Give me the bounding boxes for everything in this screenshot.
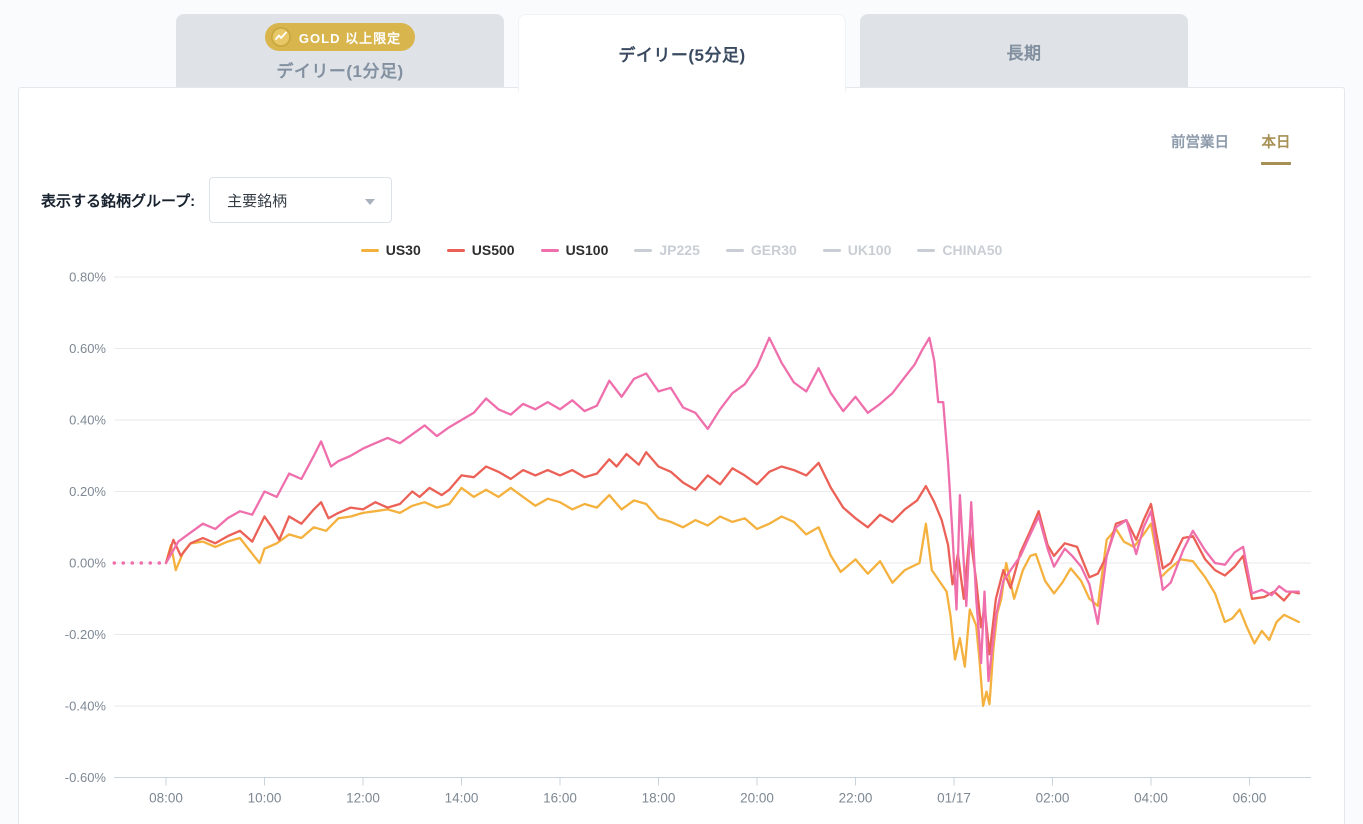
legend-item-uk100[interactable]: UK100 bbox=[822, 242, 892, 258]
badge-label: GOLD 以上限定 bbox=[298, 30, 402, 46]
period-option-label: 前営業日 bbox=[1171, 135, 1229, 151]
x-axis-tick-label: 10:00 bbox=[248, 791, 282, 806]
tab-daily-1min[interactable]: GOLD 以上限定 デイリー(1分足) bbox=[176, 14, 504, 88]
x-axis-tick-label: 20:00 bbox=[740, 791, 774, 806]
y-axis-tick-label: -0.40% bbox=[65, 699, 107, 714]
y-axis-tick-label: 0.60% bbox=[69, 341, 106, 356]
premarket-dot bbox=[112, 561, 117, 565]
series-swatch bbox=[446, 248, 465, 252]
period-option-label: 本日 bbox=[1261, 135, 1291, 151]
x-axis-tick-label: 06:00 bbox=[1233, 791, 1267, 806]
period-toggle: 前営業日 本日 bbox=[1171, 131, 1291, 165]
legend-item-china50[interactable]: CHINA50 bbox=[917, 242, 1002, 258]
x-axis-tick-label: 22:00 bbox=[839, 791, 873, 806]
legend-label: CHINA50 bbox=[942, 242, 1003, 258]
symbol-group-select[interactable]: 主要銘柄 bbox=[209, 177, 393, 223]
tab-label: 長期 bbox=[1006, 43, 1042, 63]
premarket-dot bbox=[139, 561, 144, 565]
series-line-us500 bbox=[164, 451, 1300, 656]
performance-line-chart: 0.80% 0.60% 0.40% 0.20% 0.00% -0.20% -0.40% -0.… bbox=[65, 270, 1311, 806]
x-axis-tick-label: 04:00 bbox=[1134, 791, 1168, 806]
y-axis-tick-label: -0.60% bbox=[65, 770, 107, 785]
series-swatch bbox=[725, 248, 744, 252]
legend-label: JP225 bbox=[659, 242, 700, 258]
x-axis-tick-label: 01/17 bbox=[937, 791, 971, 806]
period-option-previous-day[interactable]: 前営業日 bbox=[1171, 131, 1229, 165]
x-axis-tick-label: 02:00 bbox=[1036, 791, 1070, 806]
chart-legend: US30 US500 US100 JP225 GER30 UK100 bbox=[19, 242, 1344, 258]
tab-label: デイリー(1分足) bbox=[276, 62, 404, 81]
legend-label: US500 bbox=[471, 242, 515, 258]
premarket-dot bbox=[157, 561, 162, 565]
tab-daily-5min[interactable]: デイリー(5分足) bbox=[518, 14, 846, 92]
legend-label: UK100 bbox=[847, 242, 892, 258]
x-axis-tick-label: 18:00 bbox=[642, 791, 676, 806]
series-line-us30 bbox=[164, 486, 1300, 708]
period-option-today[interactable]: 本日 bbox=[1261, 131, 1291, 165]
series-swatch bbox=[540, 248, 559, 252]
x-axis-tick-label: 12:00 bbox=[346, 791, 380, 806]
x-axis-tick-label: 16:00 bbox=[543, 791, 577, 806]
legend-item-us100[interactable]: US100 bbox=[540, 242, 609, 258]
y-axis-tick-label: -0.20% bbox=[65, 627, 107, 642]
legend-item-us500[interactable]: US500 bbox=[446, 242, 515, 258]
period-active-underline bbox=[1261, 162, 1291, 165]
period-active-underline bbox=[1185, 162, 1215, 165]
y-axis-tick-label: 0.20% bbox=[69, 484, 106, 499]
chevron-down-icon bbox=[365, 199, 376, 205]
symbol-group-selected-value: 主要銘柄 bbox=[227, 192, 288, 210]
legend-item-ger30[interactable]: GER30 bbox=[725, 242, 797, 258]
series-swatch bbox=[822, 248, 841, 252]
symbol-group-control: 表示する銘柄グループ: 主要銘柄 bbox=[41, 177, 393, 223]
legend-label: US100 bbox=[565, 242, 609, 258]
legend-label: US30 bbox=[385, 242, 421, 258]
legend-item-us30[interactable]: US30 bbox=[360, 242, 421, 258]
tab-long-term[interactable]: 長期 bbox=[860, 14, 1188, 88]
series-line-us100 bbox=[164, 336, 1300, 683]
y-axis-tick-label: 0.80% bbox=[69, 270, 106, 285]
series-swatch bbox=[917, 248, 936, 252]
legend-item-jp225[interactable]: JP225 bbox=[634, 242, 700, 258]
symbol-group-label: 表示する銘柄グループ: bbox=[41, 192, 196, 210]
y-axis-tick-label: 0.00% bbox=[69, 556, 106, 571]
premarket-dot bbox=[130, 561, 135, 565]
premarket-dot bbox=[121, 561, 126, 565]
y-axis-tick-label: 0.40% bbox=[69, 413, 106, 428]
series-swatch bbox=[634, 248, 653, 252]
series-swatch bbox=[360, 248, 379, 252]
legend-label: GER30 bbox=[750, 242, 797, 258]
x-axis-tick-label: 08:00 bbox=[149, 791, 183, 806]
tab-label: デイリー(5分足) bbox=[618, 46, 746, 65]
x-axis-tick-label: 14:00 bbox=[445, 791, 479, 806]
gold-coin-icon bbox=[270, 26, 292, 48]
chart-card: 前営業日 本日 表示する銘柄グループ: 主要銘柄 US30 US500 bbox=[18, 87, 1345, 824]
gold-plan-badge: GOLD 以上限定 bbox=[264, 23, 416, 51]
premarket-dot bbox=[148, 561, 153, 565]
